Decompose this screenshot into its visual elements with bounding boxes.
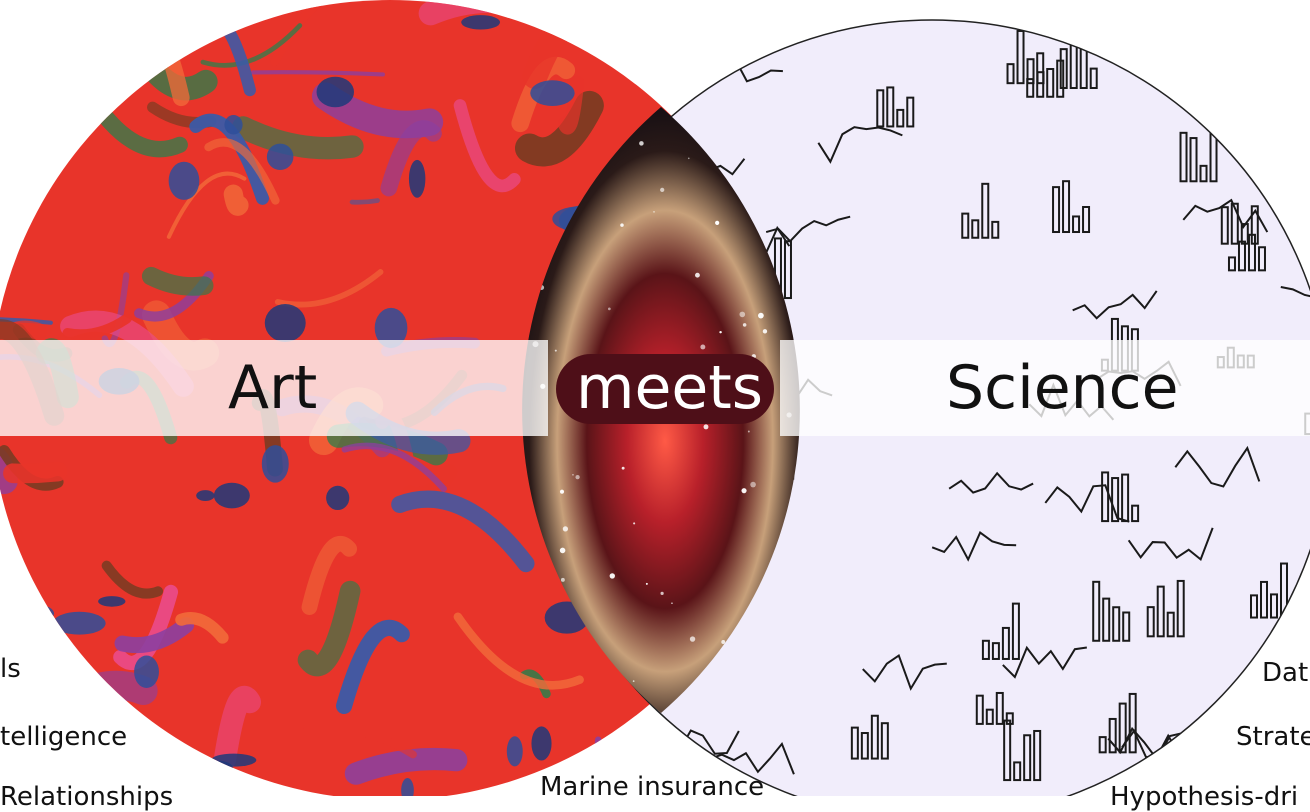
meets-title: meets — [576, 353, 764, 423]
right-list-item: Hypothesis-dri — [1110, 782, 1299, 812]
title-band-left — [0, 340, 548, 436]
right-list-item: Dat — [1262, 658, 1309, 688]
left-list-item: Relationships — [0, 782, 174, 812]
left-list-item: telligence — [0, 722, 128, 752]
bottom-center-item: Marine insurance — [540, 772, 765, 802]
right-list-item: Strate — [1236, 722, 1310, 752]
left-list-item: ls — [0, 654, 21, 684]
art-title: Art — [228, 353, 318, 423]
meets-pill — [556, 354, 774, 424]
title-band-right — [780, 340, 1310, 436]
science-title: Science — [946, 353, 1179, 423]
